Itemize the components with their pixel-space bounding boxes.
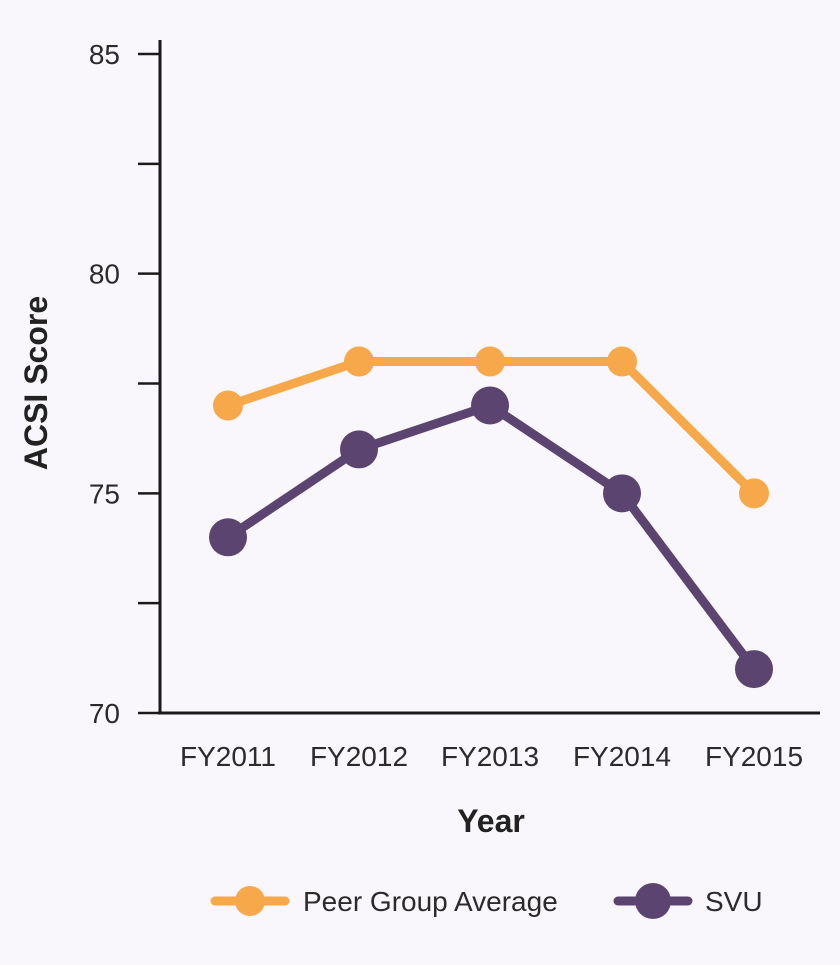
legend-swatch-marker [635,883,671,919]
y-tick-label: 85 [89,39,120,70]
data-point [344,346,374,377]
x-tick-label: FY2011 [180,741,276,772]
x-axis-ticks: FY2011 FY2012 FY2013 FY2014 FY2015 [180,741,803,772]
y-tick-label: 70 [89,698,120,729]
legend-swatch-marker [235,886,265,916]
data-point [739,478,769,509]
data-point [213,390,243,421]
data-point [603,474,641,513]
data-point [475,346,505,377]
series-layer [209,346,773,689]
legend-item: Peer Group Average [210,886,558,917]
series-line [223,357,759,498]
y-axis-title: ACSI Score [18,296,54,470]
legend-item: SVU [613,883,763,919]
x-tick-label: FY2015 [705,741,803,772]
series-peer-group-average [213,346,769,509]
y-axis-ticks: 70 75 80 85 [89,39,160,729]
data-point [471,386,509,425]
data-point [340,430,378,469]
x-axis-title: Year [457,803,525,839]
x-tick-label: FY2012 [310,741,408,772]
data-point [607,346,637,377]
x-tick-label: FY2013 [441,741,539,772]
x-tick-label: FY2014 [573,741,671,772]
series-line [223,400,759,674]
legend-label: Peer Group Average [303,886,558,917]
data-point [209,518,247,557]
legend-label: SVU [705,886,763,917]
series-svu [209,386,773,689]
legend: Peer Group Average SVU [210,883,763,919]
y-tick-label: 75 [89,478,120,509]
y-tick-label: 80 [89,259,120,290]
axes [158,40,820,715]
data-point [735,650,773,689]
